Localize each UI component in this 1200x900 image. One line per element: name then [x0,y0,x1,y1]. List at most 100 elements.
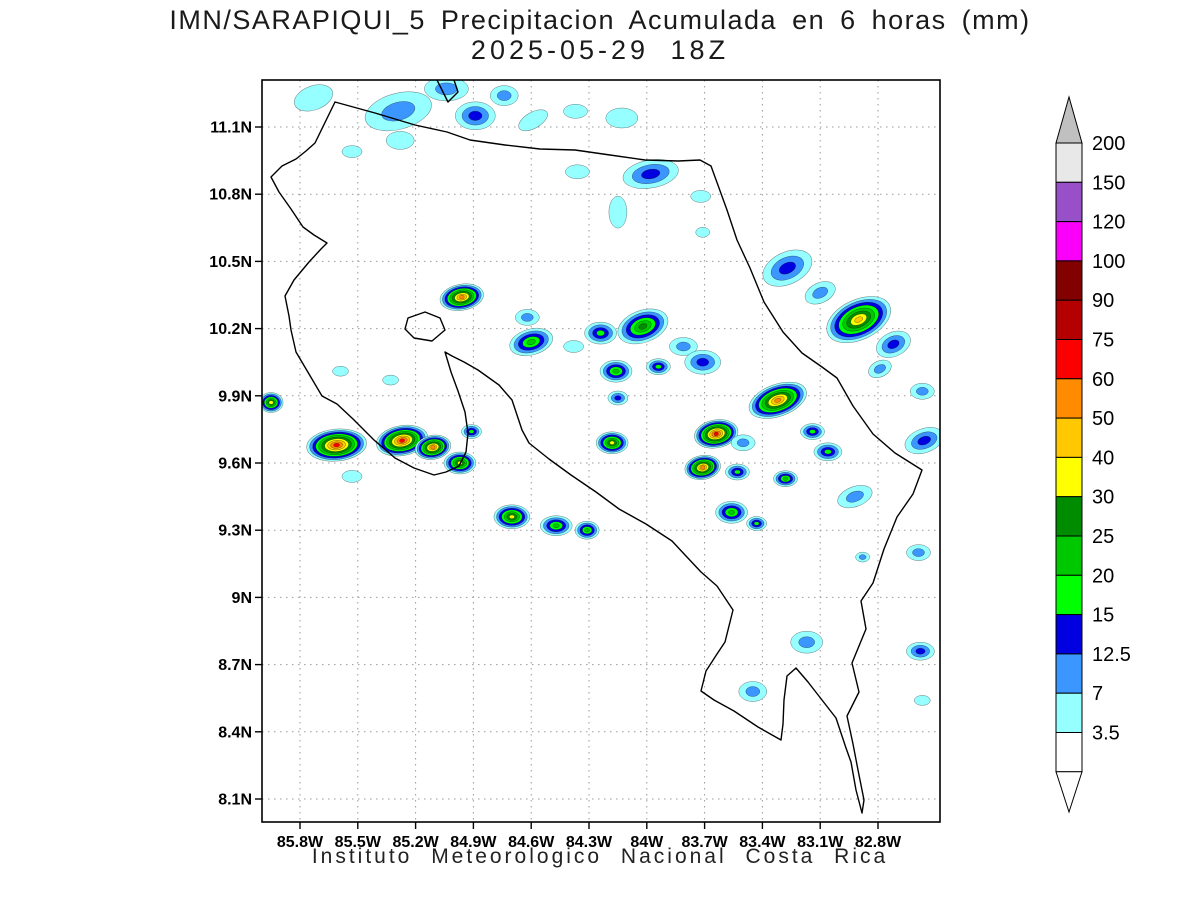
precip-cell-contour [824,449,832,455]
colorbar-segment [1055,692,1083,734]
precip-cell-contour [914,695,931,706]
colorbar-segment [1055,378,1083,419]
precip-cell-contour [778,261,796,275]
lat-axis-label: 10.8N [209,187,252,204]
precip-cell-contour [912,548,925,557]
precip-cell-contour [584,528,590,533]
colorbar-tick-label: 30 [1092,487,1114,509]
colorbar-tick-label: 20 [1092,565,1114,587]
lon-axis-label: 84W [630,834,664,851]
precipitation-cells [262,80,940,706]
precip-cell-contour [509,514,515,519]
precip-cell-contour [638,323,648,330]
lon-axis-label: 83.7W [681,834,728,851]
lon-axis-label: 82.8W [855,834,902,851]
precip-cell-contour [341,470,363,483]
precip-cell-contour [605,107,639,129]
lon-axis-label: 85.5W [335,834,382,851]
lat-axis-label: 9.6N [218,456,252,473]
precip-cell-contour [526,338,536,346]
plot-border [261,79,941,823]
precip-cell-contour [563,340,584,353]
precip-cell-contour [753,521,760,526]
lat-axis-label: 9N [232,590,252,607]
colorbar-tick-label: 120 [1092,212,1125,234]
lat-axis-label: 10.5N [209,254,252,271]
precip-cell-contour [734,469,741,475]
precip-cell-contour [858,554,867,560]
colorbar-segment [1055,732,1083,773]
precip-cell-contour [399,438,405,443]
lat-axis-label: 8.7N [218,657,252,674]
colorbar-segment [1055,417,1083,458]
coastline-outline [270,101,923,814]
colorbar-tick-label: 75 [1092,330,1114,352]
precip-cell-contour [676,341,691,352]
colorbar-tick-label: 7 [1092,683,1103,705]
colorbar-segment [1055,535,1083,576]
precip-cell-contour [887,339,900,349]
colorbar-segment [1055,456,1083,498]
colorbar-tick-label: 25 [1092,526,1114,548]
precip-cell-contour [873,364,886,374]
lon-axis-label: 85.8W [277,834,324,851]
colorbar-tick-label: 15 [1092,605,1114,627]
colorbar-tick-label: 150 [1092,172,1125,194]
precip-cell-contour [608,195,628,229]
colorbar-segment [1055,653,1083,694]
lon-axis-label: 84.6W [508,834,555,851]
precip-cell-contour [728,509,736,515]
colorbar-tick-label: 50 [1092,408,1114,430]
precip-cell-contour [468,429,475,434]
precip-cell-contour [496,90,512,101]
lat-axis-label: 10.2N [209,321,252,338]
axis-ticks [255,126,879,829]
colorbar-segment [1055,142,1083,183]
lat-axis-label: 9.3N [218,523,252,540]
precip-cell-contour [294,84,333,112]
colorbar-above-max-arrow [1055,95,1083,144]
precip-cell-contour [341,145,363,158]
precip-cell-contour [798,636,815,648]
lon-axis-label: 84.3W [566,834,613,851]
chart-valid-time: 2025-05-29 18Z [470,35,730,65]
precip-cell-contour [641,168,661,180]
precip-cell-contour [565,164,590,180]
precip-cell-contour [614,395,622,401]
colorbar-segment [1055,221,1083,262]
lon-axis-label: 83.1W [797,834,844,851]
precip-cell-contour [700,465,706,470]
lat-axis-label: 9.9N [218,388,252,405]
precip-cell-contour [609,440,615,445]
colorbar-segment [1055,339,1083,380]
precip-cell-contour [459,295,465,300]
precip-cell-contour [332,365,349,377]
lake-border-notch [436,80,459,103]
precip-cell-contour [809,429,816,434]
colorbar-tick-label: 60 [1092,369,1114,391]
lat-axis-labels: 11.1N 10.8N 10.5N 10.2N 9.9N 9.6N 9.3N 9N 8.7N 8.… [209,120,252,809]
precip-cell-contour [385,131,415,150]
colorbar-below-min-arrow [1055,771,1083,814]
precip-cell-contour [812,286,829,299]
precip-cell-contour [782,476,789,481]
precip-cell-contour [736,438,750,448]
lon-axis-label: 83.4W [739,834,786,851]
colorbar: 200 150 120 100 90 75 60 50 40 30 25 20 15 12.5 7 3.5 [1055,95,1131,814]
lat-axis-label: 8.1N [218,792,252,809]
precip-cell-contour [333,443,340,448]
precip-cell-contour [696,357,709,367]
precip-cell-contour [655,364,662,369]
lon-axis-labels: 85.8W 85.5W 85.2W 84.9W 84.6W 84.3W 84W 83.7W 83… [277,834,902,851]
colorbar-segment [1055,574,1083,616]
precip-cell-contour [695,227,710,238]
colorbar-segment [1055,260,1083,301]
precip-cell-contour [382,374,399,386]
chart-title: IMN/SARAPIQUI_5 Precipitacion Acumulada … [169,5,1031,35]
precip-cell-contour [774,398,782,403]
precip-cell-contour [563,104,588,119]
lat-axis-label: 8.4N [218,724,252,741]
precip-cell-contour [713,431,719,436]
colorbar-tick-label: 100 [1092,251,1125,273]
